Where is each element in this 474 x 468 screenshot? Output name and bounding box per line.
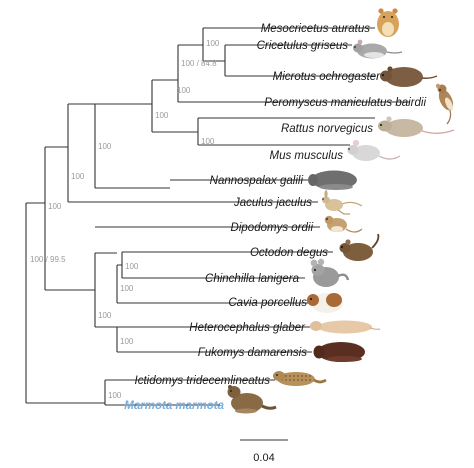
brown-rat-icon [378,116,455,137]
blind-mole-rat-icon [308,170,357,190]
taxon-peromyscus: Peromyscus maniculatus bairdii [264,97,426,109]
taxon-cricetulus: Cricetulus griseus [257,40,349,52]
taxon-dipodomys: Dipodomys ordii [231,222,314,234]
taxon-microtus: Microtus ochrogaster [273,71,382,83]
kangaroo-rat-icon [324,215,363,233]
support-rodentia: 100 / 99.5 [30,255,66,264]
support-hamster-vole: 100 / 84.8 [181,59,217,68]
taxon-jaculus: Jaculus jaculus [233,197,312,209]
taxon-labels: Mesocricetus auratus Cricetulus griseus … [124,23,426,412]
support-muroidea: 100 [71,172,85,181]
scale-bar-label: 0.04 [253,452,274,464]
jerboa-icon [322,190,363,215]
support-octodon-chinchilla: 100 [125,262,139,271]
degu-icon [339,233,380,261]
taxon-fukomys: Fukomys damarensis [198,347,308,359]
support-bathyergid: 100 [120,337,134,346]
taxon-ictidomys: Ictidomys tridecemlineatus [135,375,271,387]
support-hystricomorpha: 100 [98,311,112,320]
naked-mole-rat-icon [310,320,381,334]
support-muroid-core: 100 [155,111,169,120]
taxon-marmota-highlighted: Marmota marmota [124,400,224,412]
deer-mouse-icon [435,83,454,125]
taxon-nannospalax: Nannospalax galili [210,175,304,187]
taxon-mus: Mus musculus [270,150,344,162]
taxon-cavia: Cavia porcellus [228,297,307,309]
support-rat-mouse: 100 [201,137,215,146]
support-cavia-group: 100 [120,284,134,293]
support-hamster-pair: 100 [206,39,220,48]
tree-branches [25,27,410,406]
prairie-vole-icon [380,66,438,87]
taxon-heterocephalus: Heterocephalus glaber [189,322,306,334]
taxon-chinchilla: Chinchilla lanigera [205,273,299,285]
support-values: 100 100 / 84.8 100 100 100 100 100 100 1… [30,39,220,400]
ground-squirrel-icon [273,371,327,386]
scale-bar: 0.04 [240,439,288,464]
support-muroid: 100 [98,142,112,151]
chinese-hamster-icon [353,39,403,59]
golden-hamster-icon [377,8,399,37]
guinea-pig-icon [307,293,343,313]
taxon-rattus: Rattus norvegicus [281,123,373,135]
taxon-mesocricetus: Mesocricetus auratus [261,23,371,35]
animal-illustrations [227,8,455,414]
alpine-marmot-icon [227,385,277,414]
house-mouse-icon [347,139,401,161]
chinchilla-icon [310,258,350,287]
support-cricetid: 100 [177,86,191,95]
support-sciurid: 100 [108,391,122,400]
support-myomorpha: 100 [48,202,62,211]
taxon-octodon: Octodon degus [250,247,328,259]
damaraland-mole-rat-icon [313,342,365,362]
